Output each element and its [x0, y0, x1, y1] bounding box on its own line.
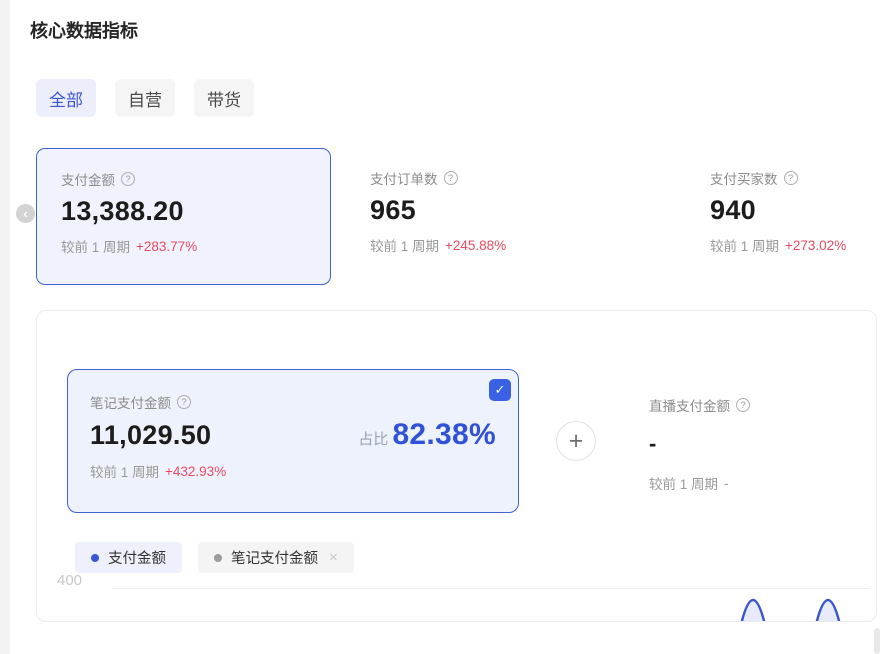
- compare-label: 较前 1 周期: [61, 240, 131, 255]
- series-checkbox-checked[interactable]: ✓: [489, 379, 511, 401]
- tab-affiliate[interactable]: 带货: [194, 79, 254, 117]
- help-icon[interactable]: ?: [783, 171, 798, 185]
- metric-card-payment-amount[interactable]: 支付金额 ? 13,388.20 较前 1 周期 +283.77%: [36, 148, 331, 285]
- metric-value: -: [649, 431, 657, 456]
- collapse-left-button[interactable]: ‹: [16, 204, 35, 223]
- plus-icon: +: [568, 426, 584, 455]
- page-title: 核心数据指标: [30, 21, 138, 41]
- breakdown-card-note-payment[interactable]: 笔记支付金额 ? 11,029.50 占比 82.38% 较前 1 周期 +43…: [67, 369, 519, 513]
- check-icon: ✓: [494, 382, 506, 397]
- share-label: 占比: [358, 431, 389, 448]
- tab-all[interactable]: 全部: [36, 79, 96, 117]
- breakdown-card-live-payment[interactable]: 直播支付金额 ? - 较前 1 周期 -: [649, 395, 750, 493]
- metric-card-order-count[interactable]: 支付订单数 ? 965 较前 1 周期 +245.88%: [370, 168, 506, 255]
- change-value: +245.88%: [445, 237, 507, 253]
- metric-value: 11,029.50: [90, 420, 212, 450]
- line-chart-peaks: [740, 598, 841, 621]
- metric-value: 965: [370, 195, 416, 225]
- change-value: +432.93%: [165, 463, 227, 479]
- breakdown-panel: 笔记支付金额 ? 11,029.50 占比 82.38% 较前 1 周期 +43…: [36, 310, 877, 622]
- legend-label: 笔记支付金额: [231, 551, 318, 567]
- gridline-400: [112, 588, 870, 589]
- change-value: +273.02%: [785, 237, 847, 253]
- help-icon[interactable]: ?: [121, 172, 135, 186]
- share-value: 82.38%: [392, 418, 496, 451]
- compare-label: 较前 1 周期: [710, 239, 780, 254]
- help-icon[interactable]: ?: [443, 171, 458, 185]
- tab-self-operated[interactable]: 自营: [115, 79, 175, 117]
- change-value: +283.77%: [136, 238, 198, 254]
- add-metric-button[interactable]: +: [556, 421, 596, 461]
- metric-label: 直播支付金额: [649, 399, 730, 414]
- y-axis-tick-400: 400: [57, 572, 83, 589]
- metric-value: 13,388.20: [61, 196, 184, 226]
- compare-label: 较前 1 周期: [90, 465, 160, 480]
- legend-item-note-payment-amount[interactable]: 笔记支付金额 ×: [198, 542, 354, 573]
- metric-label: 支付金额: [61, 173, 115, 188]
- help-icon[interactable]: ?: [736, 398, 750, 412]
- chart-legend: 支付金额 笔记支付金额 ×: [75, 542, 354, 573]
- compare-label: 较前 1 周期: [370, 239, 440, 254]
- close-icon[interactable]: ×: [329, 549, 338, 566]
- metric-card-buyer-count[interactable]: 支付买家数 ? 940 较前 1 周期 +273.02%: [710, 168, 846, 255]
- compare-label: 较前 1 周期: [649, 477, 719, 492]
- legend-dot-blue: [91, 553, 99, 562]
- share-group: 占比 82.38%: [358, 418, 496, 452]
- legend-item-payment-amount[interactable]: 支付金额: [75, 542, 182, 573]
- scope-tabs: 全部 自营 带货: [36, 79, 254, 117]
- metric-label: 支付买家数: [710, 172, 778, 187]
- legend-dot-gray: [214, 553, 222, 562]
- chevron-left-icon: ‹: [23, 206, 28, 221]
- left-gutter: [0, 0, 10, 654]
- metric-label: 笔记支付金额: [90, 396, 171, 411]
- help-icon[interactable]: ?: [177, 395, 191, 409]
- change-value: -: [724, 475, 729, 491]
- scrollbar-thumb[interactable]: [874, 628, 880, 654]
- metric-label: 支付订单数: [370, 172, 438, 187]
- legend-label: 支付金额: [108, 551, 166, 567]
- metric-value: 940: [710, 195, 756, 225]
